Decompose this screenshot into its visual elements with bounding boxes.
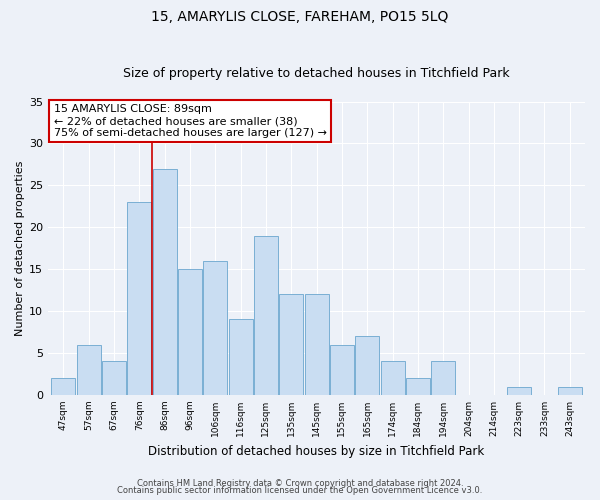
Bar (380, 362, 404, 395)
Bar (127, 202, 151, 395)
Bar (254, 236, 278, 395)
Text: Contains public sector information licensed under the Open Government Licence v3: Contains public sector information licen… (118, 486, 482, 495)
Bar (152, 168, 176, 395)
Text: Contains HM Land Registry data © Crown copyright and database right 2024.: Contains HM Land Registry data © Crown c… (137, 478, 463, 488)
Bar (178, 269, 202, 395)
Bar (305, 294, 329, 395)
Bar (558, 386, 582, 395)
Bar (431, 362, 455, 395)
Bar (507, 386, 531, 395)
Bar (52, 378, 76, 395)
Y-axis label: Number of detached properties: Number of detached properties (15, 160, 25, 336)
Bar (355, 336, 379, 395)
Bar (279, 294, 303, 395)
Bar (406, 378, 430, 395)
Title: Size of property relative to detached houses in Titchfield Park: Size of property relative to detached ho… (123, 66, 510, 80)
Bar (203, 261, 227, 395)
Bar (102, 362, 126, 395)
Text: 15 AMARYLIS CLOSE: 89sqm
← 22% of detached houses are smaller (38)
75% of semi-d: 15 AMARYLIS CLOSE: 89sqm ← 22% of detach… (53, 104, 326, 138)
Bar (77, 344, 101, 395)
Bar (229, 320, 253, 395)
X-axis label: Distribution of detached houses by size in Titchfield Park: Distribution of detached houses by size … (148, 444, 485, 458)
Text: 15, AMARYLIS CLOSE, FAREHAM, PO15 5LQ: 15, AMARYLIS CLOSE, FAREHAM, PO15 5LQ (151, 10, 449, 24)
Bar (330, 344, 354, 395)
